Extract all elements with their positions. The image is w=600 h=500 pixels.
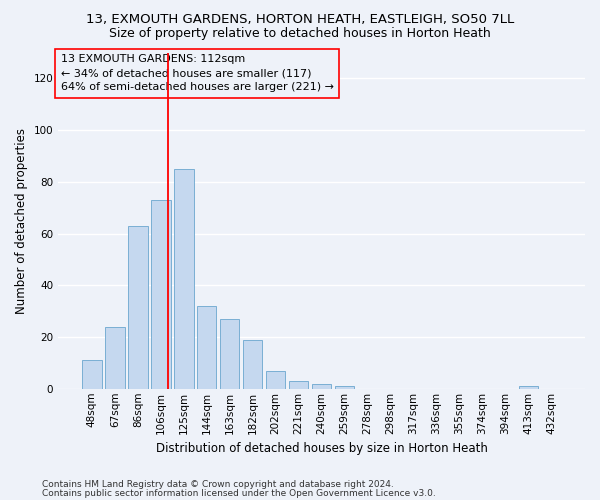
Y-axis label: Number of detached properties: Number of detached properties xyxy=(15,128,28,314)
Bar xyxy=(82,360,101,389)
Text: Size of property relative to detached houses in Horton Heath: Size of property relative to detached ho… xyxy=(109,28,491,40)
X-axis label: Distribution of detached houses by size in Horton Heath: Distribution of detached houses by size … xyxy=(155,442,488,455)
Bar xyxy=(289,381,308,389)
Text: 13, EXMOUTH GARDENS, HORTON HEATH, EASTLEIGH, SO50 7LL: 13, EXMOUTH GARDENS, HORTON HEATH, EASTL… xyxy=(86,12,514,26)
Bar xyxy=(312,384,331,389)
Bar xyxy=(335,386,355,389)
Bar xyxy=(243,340,262,389)
Text: Contains public sector information licensed under the Open Government Licence v3: Contains public sector information licen… xyxy=(42,489,436,498)
Bar xyxy=(151,200,170,389)
Bar xyxy=(197,306,217,389)
Bar xyxy=(174,169,194,389)
Bar xyxy=(518,386,538,389)
Bar xyxy=(266,370,286,389)
Text: Contains HM Land Registry data © Crown copyright and database right 2024.: Contains HM Land Registry data © Crown c… xyxy=(42,480,394,489)
Bar xyxy=(220,319,239,389)
Bar xyxy=(128,226,148,389)
Text: 13 EXMOUTH GARDENS: 112sqm
← 34% of detached houses are smaller (117)
64% of sem: 13 EXMOUTH GARDENS: 112sqm ← 34% of deta… xyxy=(61,54,334,92)
Bar xyxy=(105,326,125,389)
